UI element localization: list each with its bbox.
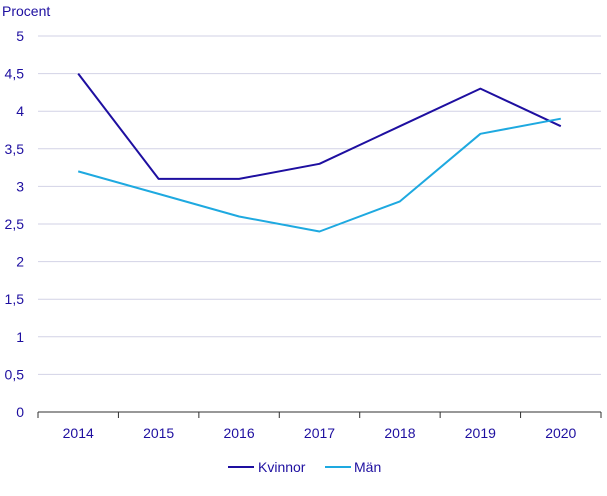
y-tick-label: 1 <box>16 329 24 345</box>
x-tick-label: 2017 <box>304 425 335 441</box>
y-axis-label: Procent <box>2 3 50 19</box>
series-lines <box>77 72 562 233</box>
y-tick-label: 0,5 <box>5 366 25 382</box>
y-tick-label: 0 <box>16 404 24 420</box>
y-tick-label: 5 <box>16 28 24 44</box>
x-tick-label: 2018 <box>384 425 415 441</box>
x-tick-label: 2015 <box>143 425 174 441</box>
x-tick-label: 2019 <box>465 425 496 441</box>
y-tick-label: 4,5 <box>5 66 25 82</box>
y-tick-labels: 0 0,5 1 1,5 2 2,5 3 3,5 4 4,5 5 <box>5 28 25 420</box>
y-tick-label: 3,5 <box>5 141 25 157</box>
legend: Kvinnor Män <box>228 459 381 475</box>
x-tick-label: 2020 <box>545 425 576 441</box>
series-line-2 <box>77 117 561 233</box>
y-tick-label: 3 <box>16 178 24 194</box>
x-axis: 2014 2015 2016 2017 2018 2019 2020 <box>37 411 602 441</box>
x-tick-label: 2016 <box>223 425 254 441</box>
series-line-1 <box>77 72 562 180</box>
gridlines <box>38 35 601 375</box>
legend-label: Kvinnor <box>258 459 306 475</box>
x-tick-label: 2014 <box>63 425 94 441</box>
y-tick-label: 1,5 <box>5 291 25 307</box>
y-tick-label: 2 <box>16 254 24 270</box>
legend-label: Män <box>354 459 381 475</box>
y-tick-label: 2,5 <box>5 216 25 232</box>
y-tick-label: 4 <box>16 103 24 119</box>
